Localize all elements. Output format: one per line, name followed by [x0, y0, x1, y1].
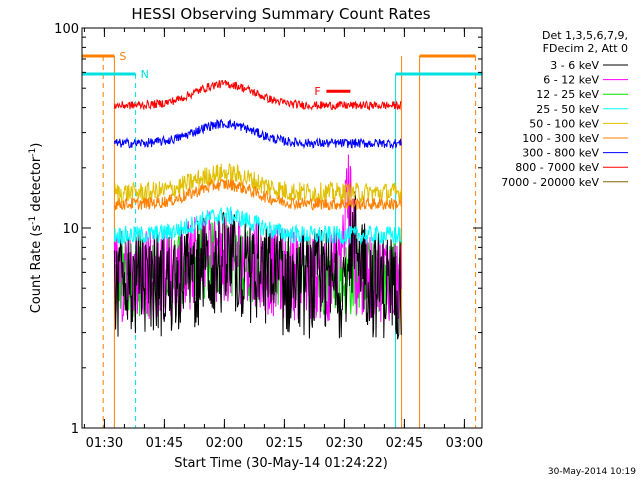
plot-area: S N F [82, 50, 482, 428]
legend-entry-label: 3 - 6 keV [550, 59, 599, 72]
legend-header-line-2: FDecim 2, Att 0 [543, 42, 628, 55]
legend-entry-label: 300 - 800 keV [522, 147, 599, 160]
flag-f-label: F [314, 85, 320, 98]
flag-s-label: S [119, 50, 126, 63]
flag-n-label: N [141, 68, 149, 81]
series-line-3-6-kev [113, 191, 402, 340]
y-axis: 1 10 100 [54, 22, 482, 437]
legend-header-line-1: Det 1,3,5,6,7,9, [542, 29, 628, 42]
footer-date: 30-May-2014 10:19 [548, 467, 636, 477]
x-axis: 01:30 01:45 02:00 02:15 02:30 02:45 03:00 [83, 28, 483, 451]
y-axis-label: Count Rate (s-1 detector-1) [28, 143, 44, 314]
x-tick-label: 02:30 [326, 436, 363, 451]
legend-entry-label: 7000 - 20000 keV [501, 176, 599, 189]
series-line-25-50-kev [113, 206, 402, 246]
chart-title: HESSI Observing Summary Count Rates [131, 5, 430, 23]
y-tick-label: 10 [62, 222, 79, 237]
x-tick-label: 02:00 [206, 436, 243, 451]
legend-entry-label: 50 - 100 keV [529, 117, 599, 130]
x-tick-label: 01:45 [146, 436, 183, 451]
legend-entry-label: 25 - 50 keV [536, 103, 599, 116]
x-tick-label: 02:45 [386, 436, 423, 451]
x-tick-label: 02:15 [266, 436, 303, 451]
x-tick-label: 01:30 [86, 436, 123, 451]
series-line-50-100-kev [114, 163, 402, 205]
series-line-800-7000-kev [113, 79, 402, 111]
series-line-300-800-kev [113, 118, 402, 150]
x-axis-label: Start Time (30-May-14 01:24:22) [174, 456, 388, 471]
series-line-100-300-kev [113, 178, 402, 211]
y-tick-label: 100 [54, 22, 79, 37]
legend-entry-label: 800 - 7000 keV [515, 161, 599, 174]
legend-entry-label: 12 - 25 keV [536, 88, 599, 101]
x-tick-label: 03:00 [446, 436, 483, 451]
legend-entry-label: 6 - 12 keV [543, 74, 599, 87]
legend: Det 1,3,5,6,7,9, FDecim 2, Att 0 3 - 6 k… [501, 29, 628, 189]
legend-entry-label: 100 - 300 keV [522, 132, 599, 145]
y-tick-label: 1 [71, 422, 79, 437]
